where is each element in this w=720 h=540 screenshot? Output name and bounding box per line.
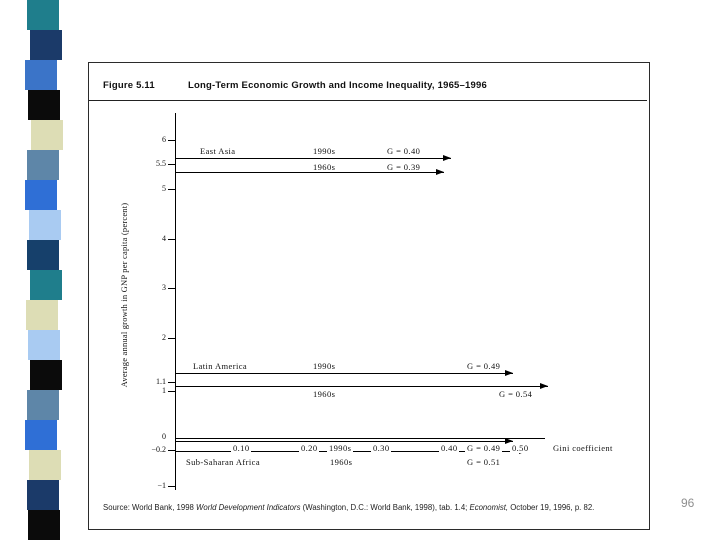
strip-square xyxy=(30,360,62,390)
gini-value-label: G = 0.39 xyxy=(385,162,423,172)
x-axis-label: Gini coefficient xyxy=(551,443,615,453)
figure-title: Long-Term Economic Growth and Income Ine… xyxy=(188,80,487,91)
x-axis-line xyxy=(175,438,545,439)
decade-label: 1990s xyxy=(311,146,338,156)
decade-label: 1990s xyxy=(327,443,354,453)
y-tick-label: 6 xyxy=(162,135,166,144)
y-tick-mark xyxy=(168,391,175,392)
source-text: Source: World Bank, 1998 xyxy=(103,503,197,512)
east-asia-1960s-arrowhead xyxy=(436,169,444,175)
y-tick-label: 5.5 xyxy=(156,159,166,168)
y-tick-mark xyxy=(168,164,175,165)
y-axis-line xyxy=(175,113,176,490)
strip-square xyxy=(27,0,59,30)
source-note: Source: World Bank, 1998 World Developme… xyxy=(103,502,643,514)
decade-label: 1990s xyxy=(311,361,338,371)
x-tick-label: 0.10 xyxy=(231,443,252,453)
y-tick-mark xyxy=(168,288,175,289)
page-number: 96 xyxy=(681,496,695,510)
east-asia-1990s-arrow xyxy=(175,158,451,160)
y-tick-label: 1 xyxy=(162,386,166,395)
caption-divider xyxy=(89,100,647,101)
y-tick-mark xyxy=(168,382,175,383)
latin-america-1960s-arrow xyxy=(175,386,548,388)
y-tick-label: −1 xyxy=(157,481,166,490)
gini-value-label: G = 0.40 xyxy=(385,146,423,156)
decade-label: 1960s xyxy=(311,162,338,172)
decade-label: 1960s xyxy=(311,389,338,399)
strip-square xyxy=(30,30,62,60)
strip-square xyxy=(28,330,60,360)
strip-square xyxy=(30,270,62,300)
y-tick-mark xyxy=(168,486,175,487)
y-tick-mark xyxy=(168,239,175,240)
strip-square xyxy=(27,480,59,510)
figure-number: Figure 5.11 xyxy=(103,80,155,91)
east-asia-1990s-arrowhead xyxy=(443,155,451,161)
east-asia-1960s-arrow xyxy=(175,172,444,174)
latin-america-1990s-arrow xyxy=(175,373,513,375)
y-tick-label: 5 xyxy=(162,184,166,193)
strip-square xyxy=(29,450,61,480)
y-tick-label: 2 xyxy=(162,333,166,342)
region-label: East Asia xyxy=(198,146,238,156)
strip-square xyxy=(25,60,57,90)
y-tick-mark xyxy=(168,189,175,190)
strip-square xyxy=(27,390,59,420)
gini-value-label: G = 0.51 xyxy=(465,457,503,467)
y-tick-label: 0 xyxy=(162,432,166,441)
latin-america-1960s-arrowhead xyxy=(540,383,548,389)
x-tick-label: 0.40 xyxy=(439,443,460,453)
strip-square xyxy=(28,90,60,120)
source-text-italic: Economist, xyxy=(469,503,509,512)
strip-square xyxy=(26,300,58,330)
y-tick-label: 3 xyxy=(162,283,166,292)
sub-saharan-africa-1990s-arrow xyxy=(175,441,513,443)
strip-square xyxy=(27,240,59,270)
gini-value-label: G = 0.49 xyxy=(465,443,503,453)
y-tick-label: 4 xyxy=(162,234,166,243)
y-tick-label: 1.1 xyxy=(156,377,166,386)
y-tick-mark xyxy=(168,450,175,451)
decorative-strip xyxy=(25,0,65,540)
strip-square xyxy=(31,120,63,150)
strip-square xyxy=(28,510,60,540)
decade-label: 1960s xyxy=(328,457,355,467)
gini-value-label: G = 0.54 xyxy=(497,389,535,399)
latin-america-1990s-arrowhead xyxy=(505,370,513,376)
x-tick-label: 0.20 xyxy=(299,443,320,453)
source-text-italic: World Development Indicators xyxy=(196,503,301,512)
region-label: Latin America xyxy=(191,361,250,371)
strip-square xyxy=(25,180,57,210)
region-label: Sub-Saharan Africa xyxy=(184,457,262,467)
gini-value-label: G = 0.49 xyxy=(465,361,503,371)
y-tick-label: −0.2 xyxy=(151,445,166,454)
x-tick-label: 0.30 xyxy=(371,443,392,453)
strip-square xyxy=(29,210,61,240)
x-tick-label: 0.50 xyxy=(510,443,531,453)
y-tick-mark xyxy=(168,338,175,339)
strip-square xyxy=(27,150,59,180)
sub-saharan-africa-1990s-arrowhead xyxy=(505,438,513,444)
y-tick-mark xyxy=(168,140,175,141)
source-text: October 19, 1996, p. 82. xyxy=(508,503,595,512)
figure-panel xyxy=(88,62,650,530)
y-axis-label: Average annual growth in GNP per capita … xyxy=(119,202,129,388)
source-text: (Washington, D.C.: World Bank, 1998), ta… xyxy=(300,503,470,512)
strip-square xyxy=(25,420,57,450)
